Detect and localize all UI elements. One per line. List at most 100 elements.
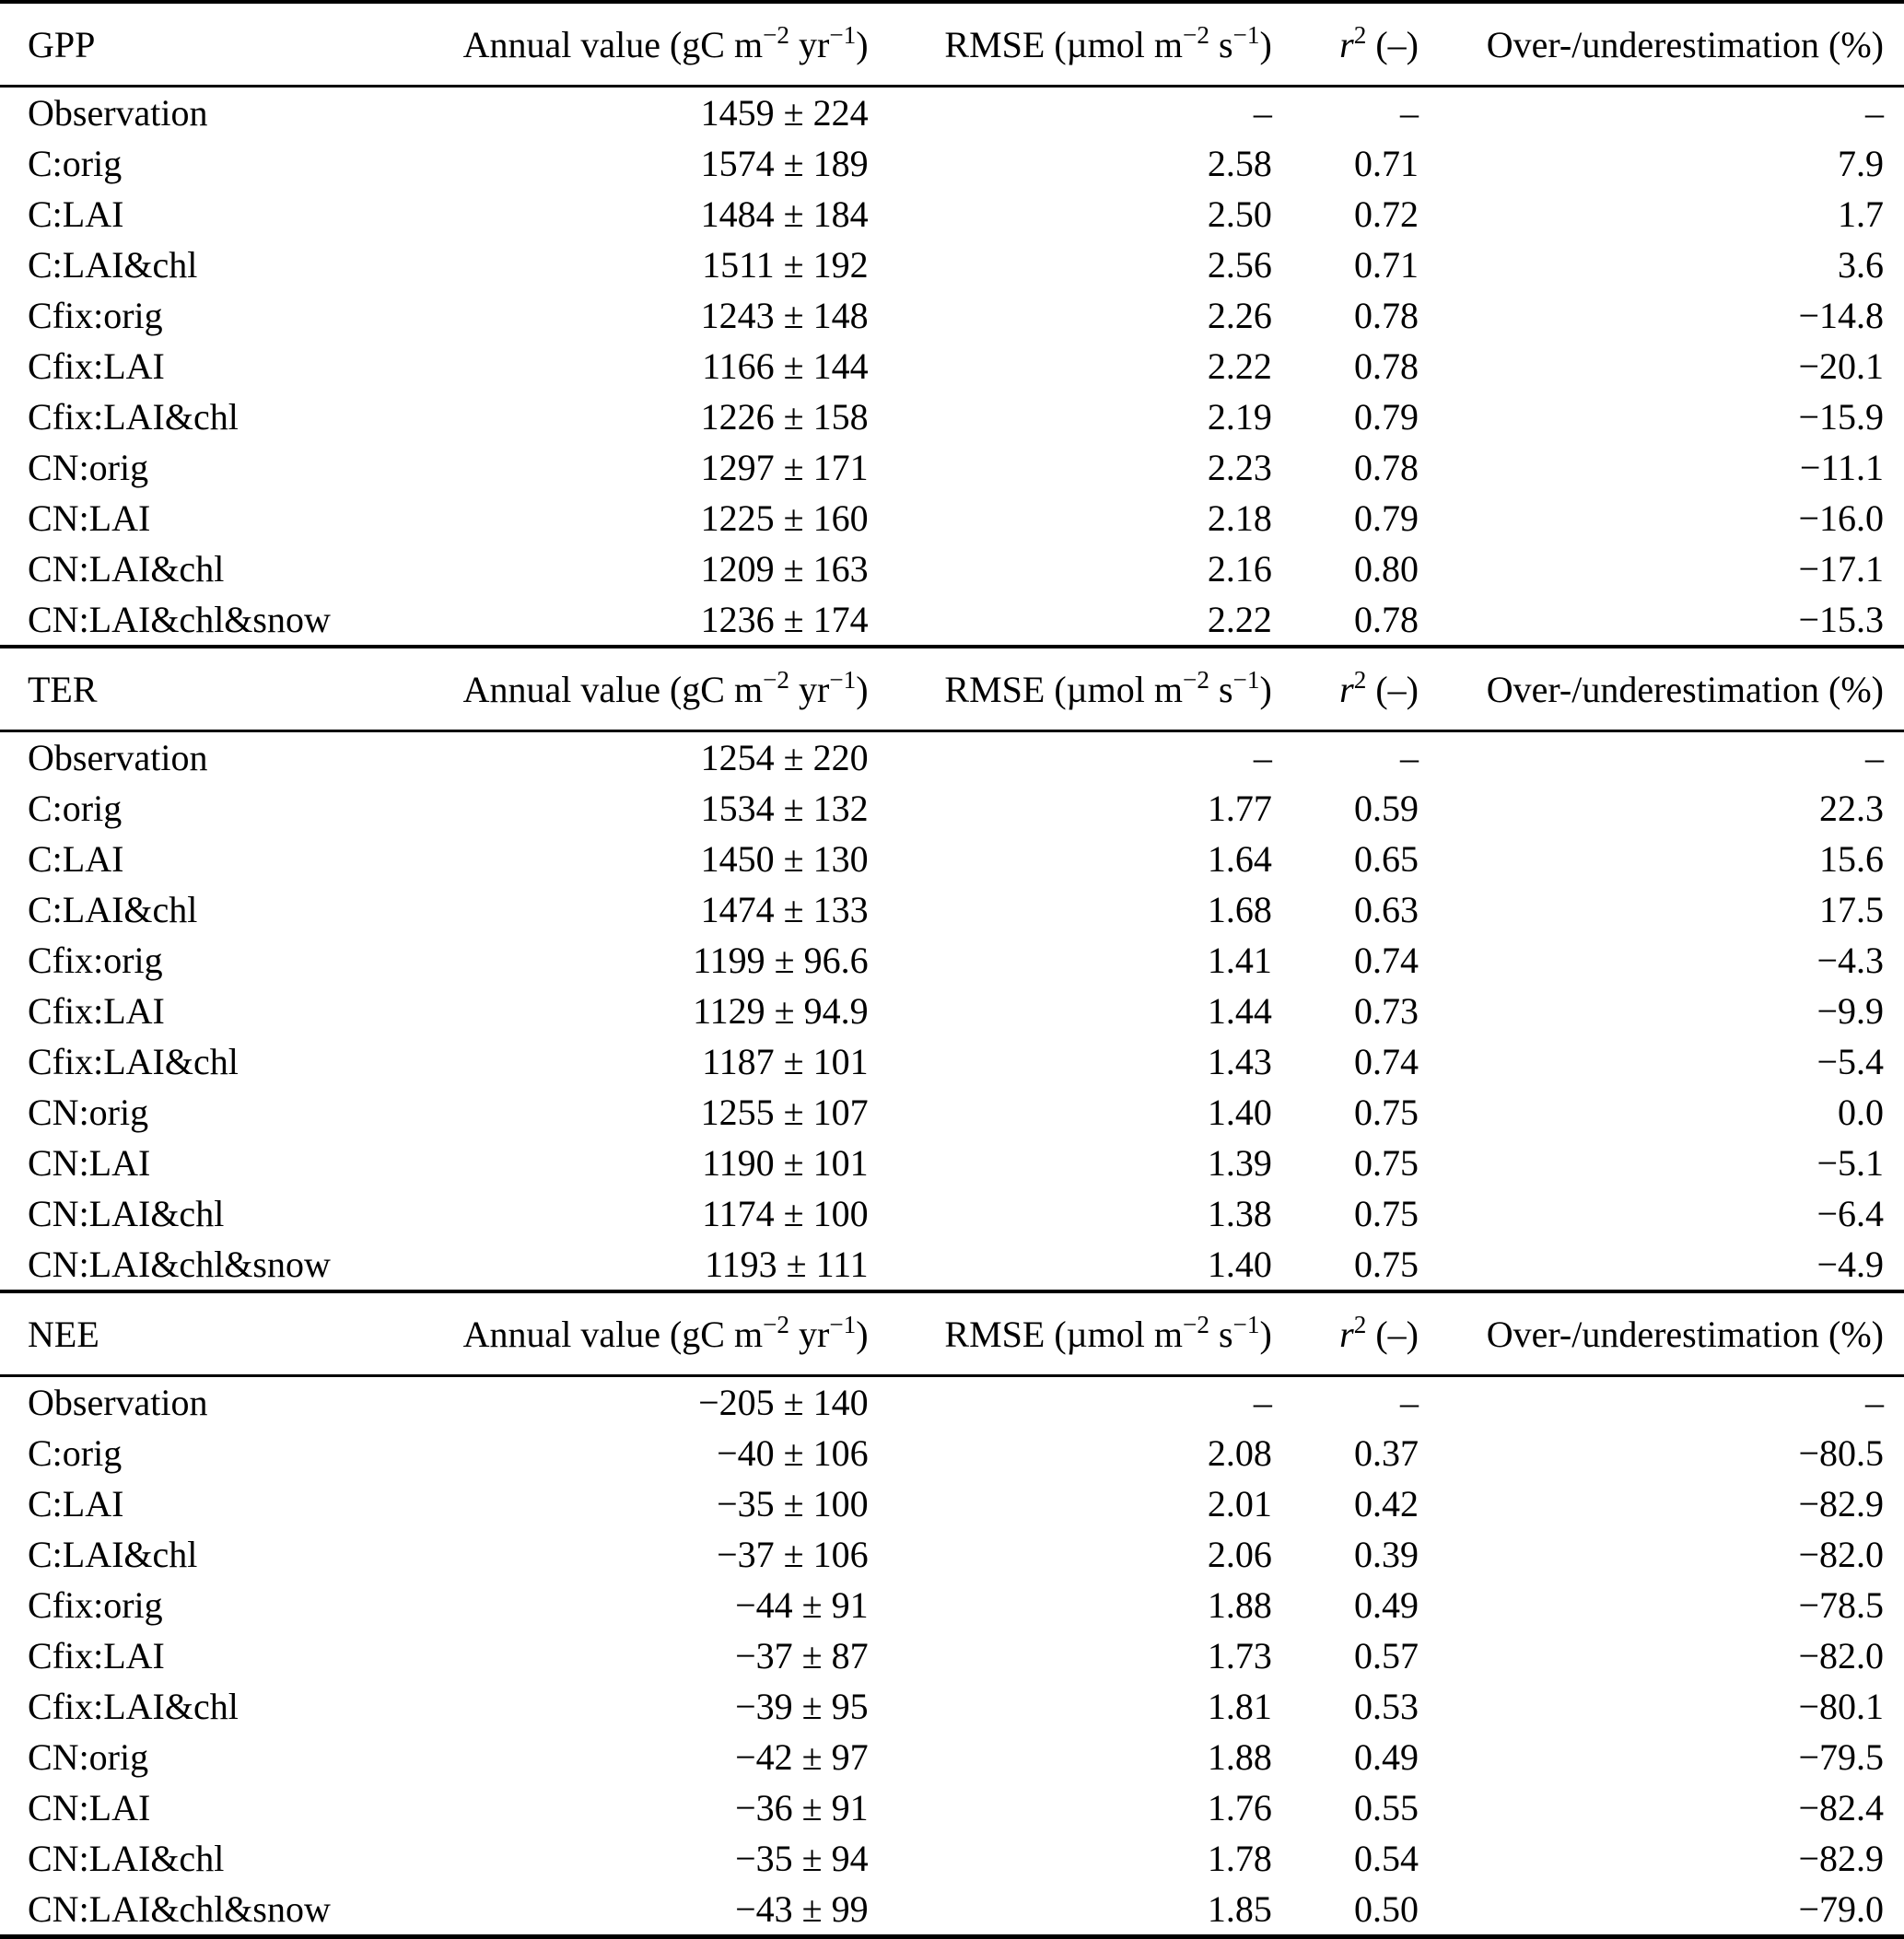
col-header-rmse: RMSE (µmol m−2 s−1) xyxy=(870,0,1274,88)
row-label: CN:orig xyxy=(28,447,149,488)
r2-cell: 0.53 xyxy=(1353,1686,1419,1727)
r2-cell: 0.78 xyxy=(1353,599,1419,640)
over-underestimation-cell: 15.6 xyxy=(1819,838,1884,880)
over-underestimation-cell: – xyxy=(1865,737,1884,778)
annual-value-cell: 1484 ± 184 xyxy=(700,193,869,235)
annual-value-cell: 1225 ± 160 xyxy=(700,497,869,539)
table-row: CN:LAI 1225 ± 160 2.18 0.79 −16.0 xyxy=(0,493,1904,543)
rmse-cell: 1.88 xyxy=(1207,1584,1272,1626)
row-label: C:LAI&chl xyxy=(28,1534,198,1575)
table-row: CN:LAI −36 ± 91 1.76 0.55 −82.4 xyxy=(0,1782,1904,1833)
rmse-cell: 1.41 xyxy=(1207,940,1272,981)
annual-value-cell: −44 ± 91 xyxy=(735,1584,869,1626)
table-row: Cfix:orig −44 ± 91 1.88 0.49 −78.5 xyxy=(0,1580,1904,1630)
row-label: C:LAI&chl xyxy=(28,244,198,286)
r2-cell: 0.78 xyxy=(1353,345,1419,387)
r2-cell: – xyxy=(1399,737,1419,778)
annual-value-cell: −35 ± 100 xyxy=(717,1483,869,1524)
annual-value-cell: −37 ± 87 xyxy=(735,1635,869,1676)
rmse-cell: – xyxy=(1253,1382,1272,1423)
over-underestimation-cell: −4.9 xyxy=(1816,1244,1884,1285)
over-underestimation-cell: −82.9 xyxy=(1798,1838,1884,1879)
row-label: CN:LAI xyxy=(28,1142,151,1184)
over-underestimation-cell: −17.1 xyxy=(1798,548,1884,590)
annual-value-cell: 1187 ± 101 xyxy=(702,1041,869,1082)
row-label: C:LAI xyxy=(28,193,124,235)
over-underestimation-cell: −82.9 xyxy=(1798,1483,1884,1524)
over-underestimation-cell: – xyxy=(1865,1382,1884,1423)
table-row: Cfix:LAI&chl 1187 ± 101 1.43 0.74 −5.4 xyxy=(0,1036,1904,1087)
rmse-cell: – xyxy=(1253,737,1272,778)
r2-cell: 0.80 xyxy=(1353,548,1419,590)
table-row: Cfix:LAI&chl −39 ± 95 1.81 0.53 −80.1 xyxy=(0,1681,1904,1732)
annual-value-cell: −39 ± 95 xyxy=(735,1686,869,1727)
r2-cell: 0.75 xyxy=(1353,1092,1419,1133)
r2-cell: 0.63 xyxy=(1353,889,1419,930)
row-label: C:LAI xyxy=(28,838,124,880)
r2-cell: 0.75 xyxy=(1353,1193,1419,1234)
row-label: Cfix:orig xyxy=(28,295,163,336)
rmse-cell: 1.40 xyxy=(1207,1244,1272,1285)
col-header-over-under: Over-/underestimation (%) xyxy=(1419,645,1904,732)
rmse-cell: 2.58 xyxy=(1207,143,1272,184)
table-row: CN:LAI&chl&snow 1193 ± 111 1.40 0.75 −4.… xyxy=(0,1239,1904,1291)
rmse-cell: 1.85 xyxy=(1207,1888,1272,1930)
annual-value-cell: −42 ± 97 xyxy=(735,1736,869,1778)
annual-value-cell: −37 ± 106 xyxy=(717,1534,869,1575)
row-label: CN:LAI&chl&snow xyxy=(28,1888,331,1930)
rmse-cell: 2.23 xyxy=(1207,447,1272,488)
table-row: Cfix:LAI&chl 1226 ± 158 2.19 0.79 −15.9 xyxy=(0,391,1904,442)
col-header-r2: r2 (–) xyxy=(1273,1290,1420,1377)
table-row: C:LAI −35 ± 100 2.01 0.42 −82.9 xyxy=(0,1478,1904,1529)
r2-cell: 0.74 xyxy=(1353,940,1419,981)
over-underestimation-cell: −79.0 xyxy=(1798,1888,1884,1930)
over-underestimation-cell: 22.3 xyxy=(1819,788,1884,829)
rmse-cell: 1.76 xyxy=(1207,1787,1272,1828)
row-label: Cfix:LAI&chl xyxy=(28,1041,239,1082)
over-underestimation-cell: −80.1 xyxy=(1798,1686,1884,1727)
over-underestimation-cell: −82.4 xyxy=(1798,1787,1884,1828)
section-title: NEE xyxy=(0,1290,401,1377)
row-label: Observation xyxy=(28,1382,208,1423)
row-label: C:orig xyxy=(28,788,123,829)
r2-cell: 0.71 xyxy=(1353,143,1419,184)
col-header-rmse: RMSE (µmol m−2 s−1) xyxy=(870,645,1274,732)
annual-value-cell: 1450 ± 130 xyxy=(700,838,869,880)
row-label: Cfix:LAI&chl xyxy=(28,396,239,438)
row-label: Cfix:orig xyxy=(28,1584,163,1626)
table-row: Observation −205 ± 140 – – – xyxy=(0,1376,1904,1429)
row-label: Cfix:orig xyxy=(28,940,163,981)
over-underestimation-cell: −79.5 xyxy=(1798,1736,1884,1778)
table-row: Observation 1254 ± 220 – – – xyxy=(0,731,1904,784)
table-row: CN:LAI&chl&snow 1236 ± 174 2.22 0.78 −15… xyxy=(0,594,1904,647)
rmse-cell: 2.22 xyxy=(1207,345,1272,387)
over-underestimation-cell: 17.5 xyxy=(1819,889,1884,930)
rmse-cell: 1.68 xyxy=(1207,889,1272,930)
table-row: C:orig 1534 ± 132 1.77 0.59 22.3 xyxy=(0,783,1904,834)
r2-cell: 0.49 xyxy=(1353,1584,1419,1626)
annual-value-cell: −205 ± 140 xyxy=(698,1382,869,1423)
r2-cell: 0.39 xyxy=(1353,1534,1419,1575)
row-label: Cfix:LAI&chl xyxy=(28,1686,239,1727)
rmse-cell: 1.81 xyxy=(1207,1686,1272,1727)
r2-cell: 0.55 xyxy=(1353,1787,1419,1828)
rmse-cell: 1.78 xyxy=(1207,1838,1272,1879)
rmse-cell: 1.77 xyxy=(1207,788,1272,829)
rmse-cell: – xyxy=(1253,92,1272,134)
over-underestimation-cell: −6.4 xyxy=(1816,1193,1884,1234)
row-label: CN:LAI&chl xyxy=(28,548,225,590)
r2-cell: 0.73 xyxy=(1353,990,1419,1032)
section-header-row: GPP Annual value (gC m−2 yr−1) RMSE (µmo… xyxy=(0,0,1904,88)
rmse-cell: 1.44 xyxy=(1207,990,1272,1032)
rmse-cell: 2.08 xyxy=(1207,1432,1272,1474)
annual-value-cell: −43 ± 99 xyxy=(735,1888,869,1930)
col-header-over-under: Over-/underestimation (%) xyxy=(1419,1290,1904,1377)
r2-cell: – xyxy=(1399,1382,1419,1423)
over-underestimation-cell: – xyxy=(1865,92,1884,134)
col-header-over-under: Over-/underestimation (%) xyxy=(1419,0,1904,88)
r2-cell: 0.75 xyxy=(1353,1142,1419,1184)
over-underestimation-cell: −80.5 xyxy=(1798,1432,1884,1474)
table-row: C:LAI&chl −37 ± 106 2.06 0.39 −82.0 xyxy=(0,1529,1904,1580)
